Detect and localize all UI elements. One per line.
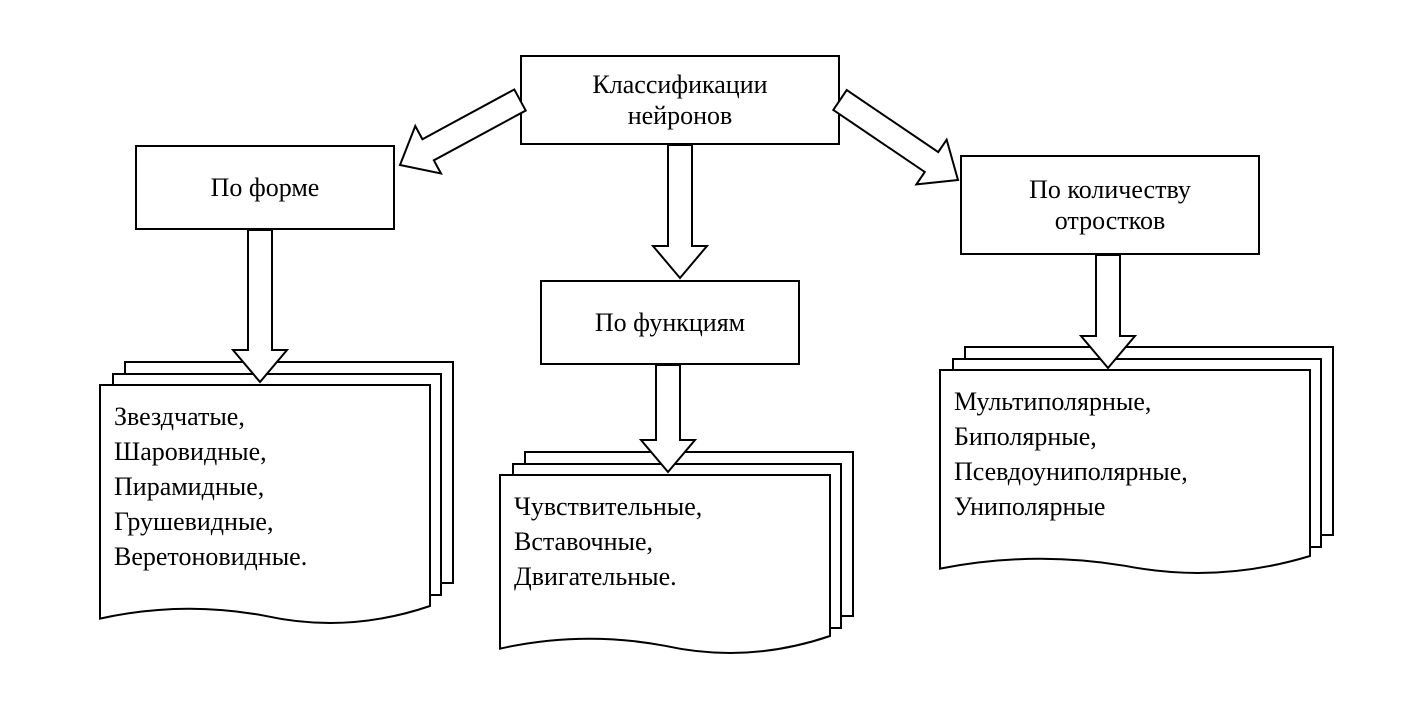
left-to-doc-arrow [206, 176, 314, 436]
right-to-doc-arrow [1054, 201, 1162, 422]
root-to-center-arrow [626, 91, 734, 332]
center-to-doc-arrow [614, 311, 722, 526]
root-to-right-arrow [786, 46, 1012, 234]
root-to-left-arrow [346, 46, 574, 219]
